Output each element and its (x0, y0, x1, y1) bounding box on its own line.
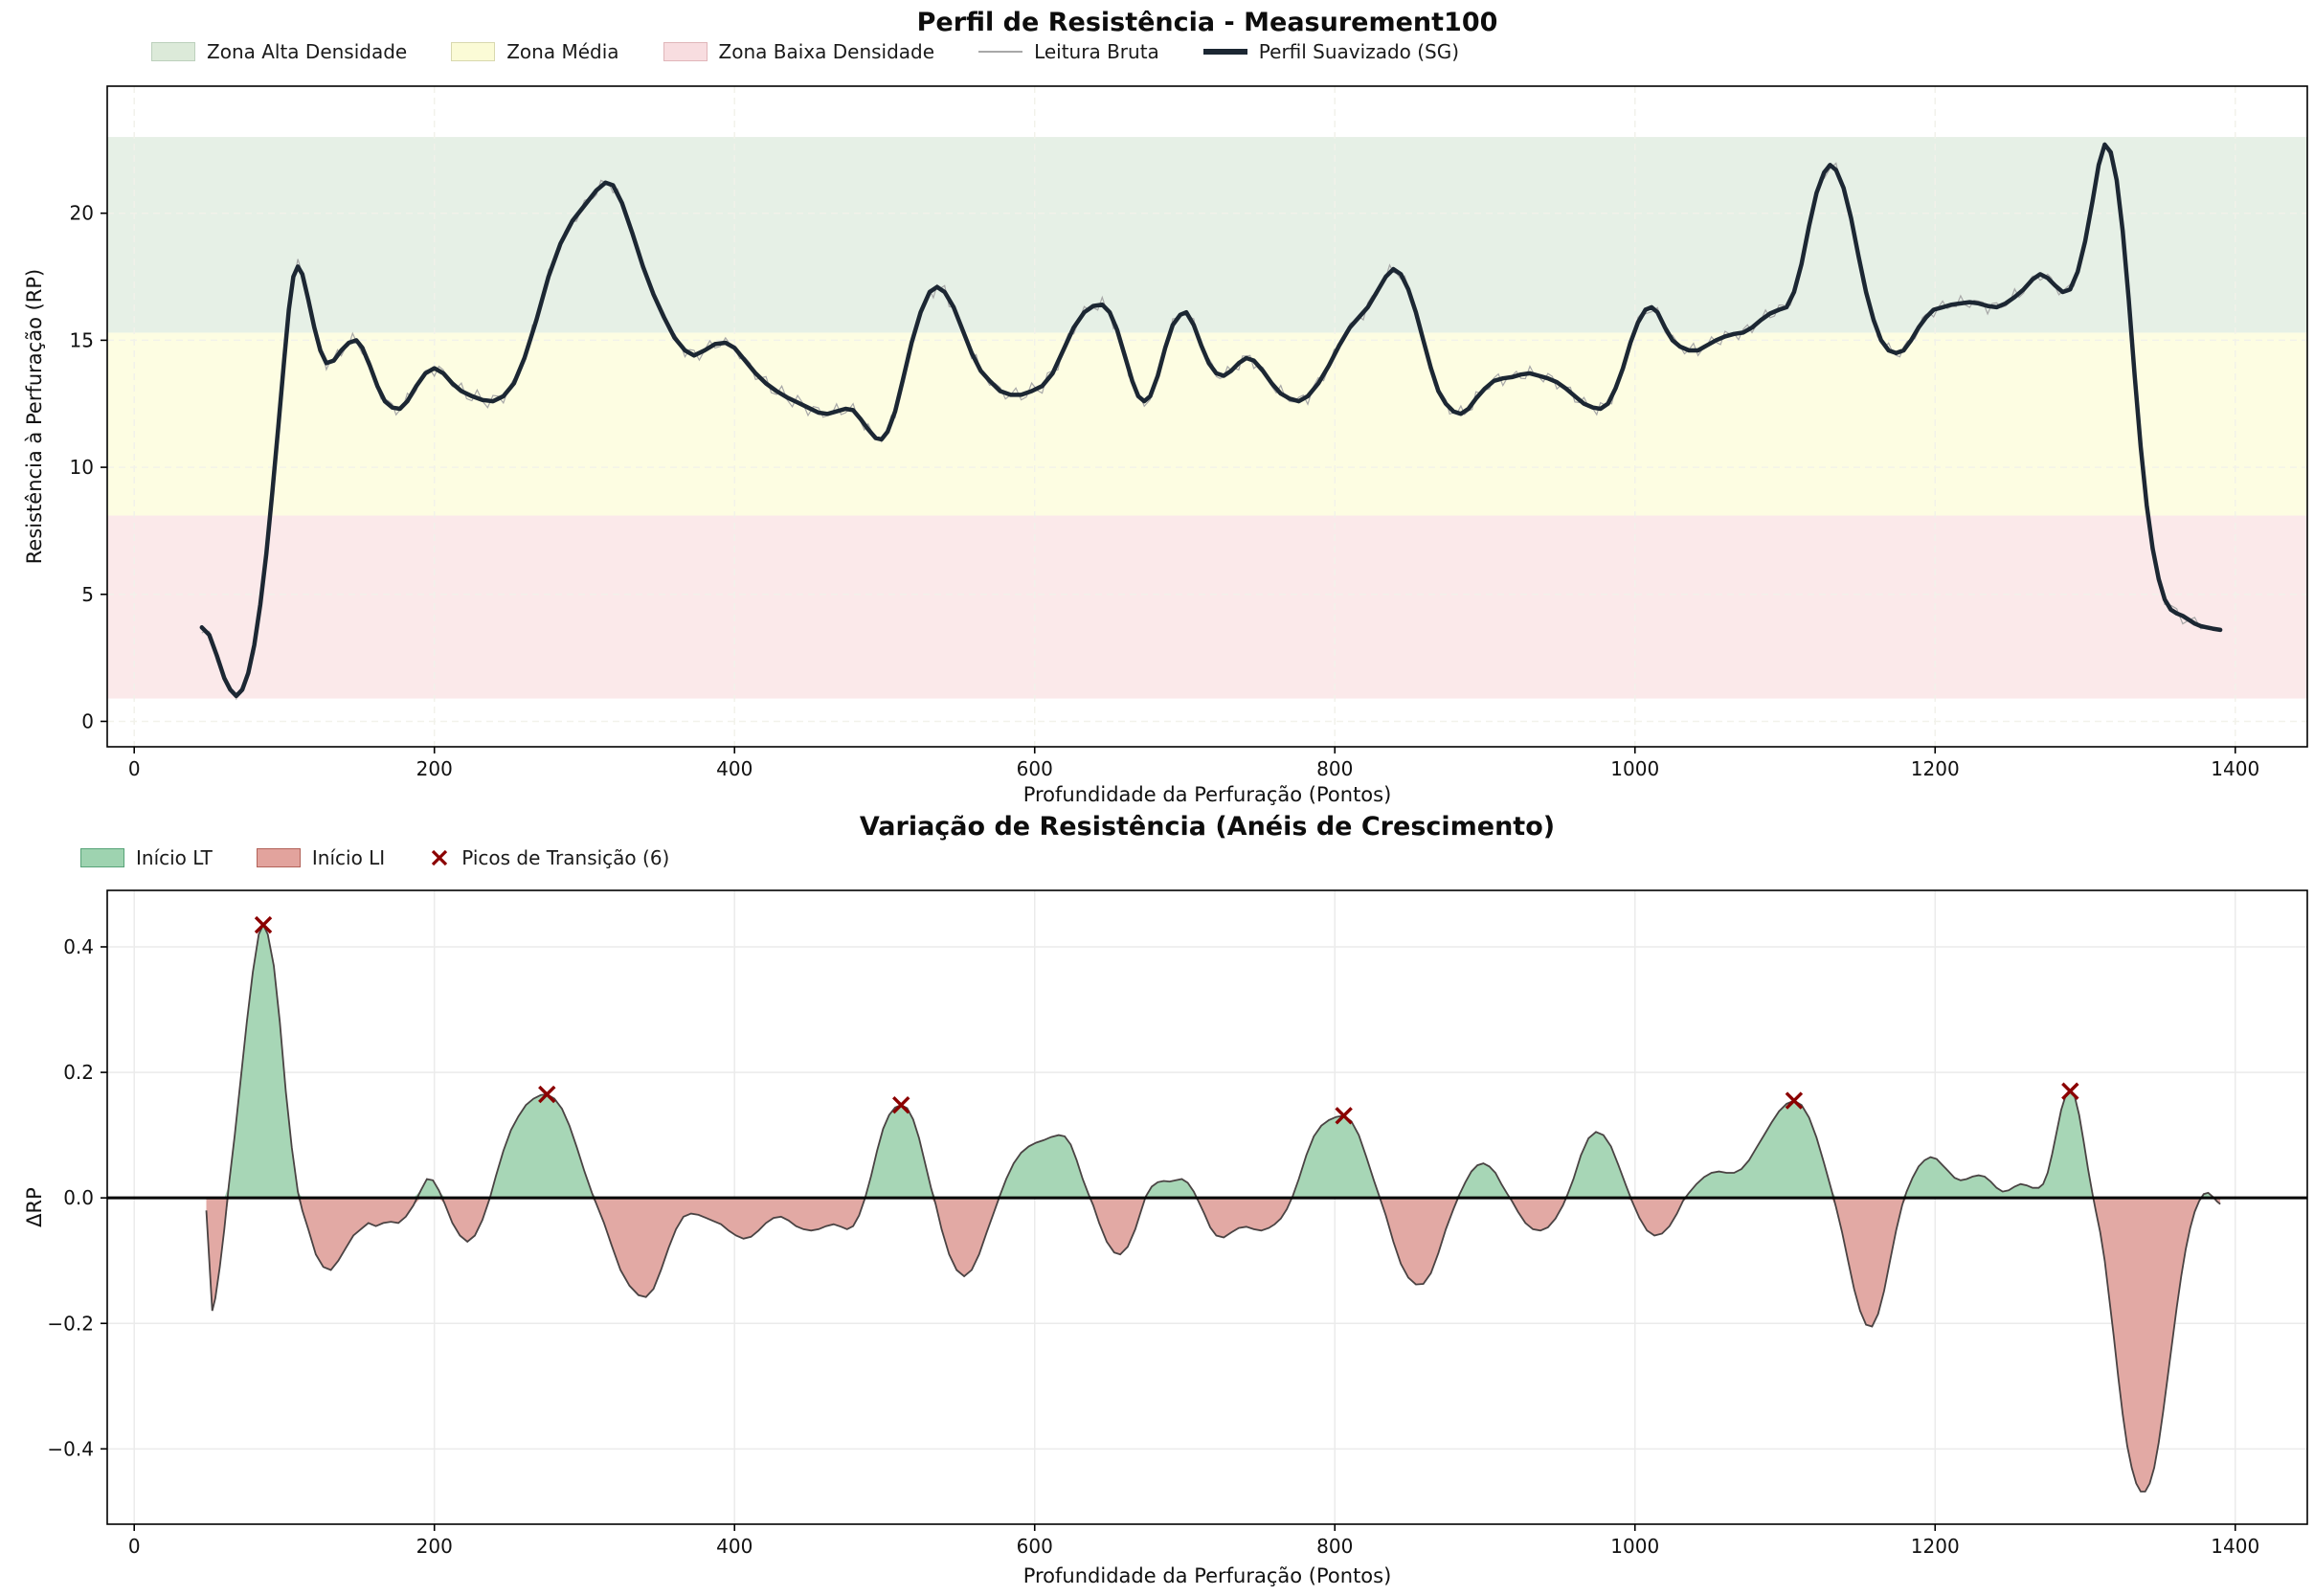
top-legend-item-0: Zona Alta Densidade (151, 40, 407, 63)
top-legend-swatch-line (978, 51, 1023, 53)
transition-peak-x-icon (892, 1095, 910, 1114)
top-x-axis-label: Profundidade da Perfuração (Pontos) (1022, 783, 1392, 806)
x-tick-label: 800 (1316, 757, 1353, 780)
y-tick-label: −0.4 (47, 1437, 94, 1460)
top-legend-label: Perfil Suavizado (SG) (1258, 40, 1460, 63)
top-legend-item-3: Leitura Bruta (978, 40, 1159, 63)
x-tick-label: 800 (1316, 1535, 1353, 1558)
transition-peak-x-icon (1785, 1091, 1804, 1110)
top-y-axis-label: Resistência à Perfuração (RP) (23, 268, 46, 565)
y-tick-label: 5 (81, 583, 94, 606)
transition-peak-x-icon (538, 1085, 556, 1104)
top-legend-label: Leitura Bruta (1034, 40, 1159, 63)
top-legend-swatch-line (1202, 49, 1247, 55)
top-chart-legend: Zona Alta Densidade Zona Média Zona Baixa … (151, 40, 1459, 63)
x-tick-label: 1000 (1610, 757, 1659, 780)
y-tick-label: 0 (81, 709, 94, 732)
bottom-legend-swatch-patch (80, 848, 124, 867)
top-legend-item-1: Zona Média (451, 40, 619, 63)
top-chart-title: Perfil de Resistência - Measurement100 (916, 8, 1498, 37)
y-tick-label: 15 (70, 328, 94, 351)
axis-tick-labels: 0 200 400 600 800 1000 1200 1400 −0.4 −0.2 0.0 0.2 0… (47, 935, 2259, 1558)
transition-peak-markers (254, 915, 2079, 1125)
bottom-legend-item-1: Início LI (256, 846, 386, 869)
x-tick-label: 600 (1017, 1535, 1053, 1558)
x-tick-label: 200 (416, 1535, 453, 1558)
x-tick-label: 600 (1017, 757, 1053, 780)
top-legend-label: Zona Alta Densidade (207, 40, 408, 63)
top-legend-label: Zona Média (506, 40, 619, 63)
x-tick-label: 200 (416, 757, 453, 780)
bottom-legend-swatch-patch (256, 848, 301, 867)
bottom-chart-title: Variação de Resistência (Anéis de Cresci… (859, 812, 1556, 842)
bottom-chart-legend: Início LT Início LI Picos de Transição (6) (80, 846, 669, 869)
bottom-legend-item-0: Início LT (80, 846, 213, 869)
x-tick-label: 400 (716, 757, 753, 780)
y-tick-label: 0.4 (63, 935, 94, 958)
transition-peak-x-icon (1335, 1107, 1353, 1125)
bottom-x-axis-label: Profundidade da Perfuração (Pontos) (1022, 1564, 1392, 1587)
positive-delta-area (206, 925, 2221, 1199)
x-tick-label: 0 (128, 757, 141, 780)
top-chart-canvas: 0 200 400 600 800 1000 1200 1400 0 5 10 15 20 (70, 85, 2308, 780)
transition-peak-x-icon (2061, 1082, 2079, 1100)
y-tick-label: −0.2 (47, 1312, 94, 1335)
delta-line (205, 922, 2221, 1493)
bottom-legend-swatch-x-marker-icon (432, 849, 448, 866)
y-tick-label: 10 (70, 456, 94, 479)
plot-border (106, 889, 2308, 1525)
x-tick-label: 400 (716, 1535, 753, 1558)
bottom-legend-label: Picos de Transição (6) (461, 846, 670, 869)
axis-tick-marks (101, 946, 2236, 1531)
density-zones (107, 137, 2307, 699)
top-gridlines (107, 86, 2307, 747)
bottom-y-axis-label: ΔRP (23, 1187, 46, 1227)
x-tick-label: 1400 (2211, 1535, 2259, 1558)
top-legend-item-2: Zona Baixa Densidade (663, 40, 935, 63)
transition-peak-x-icon (254, 915, 273, 934)
smoothed-profile-line (199, 142, 2223, 699)
top-legend-swatch-patch (451, 42, 496, 61)
y-tick-label: 0.0 (63, 1186, 94, 1209)
zona-alta-densidade-band (107, 137, 2307, 333)
x-tick-label: 0 (128, 1535, 141, 1558)
x-tick-label: 1200 (1911, 757, 1960, 780)
bottom-legend-label: Início LI (311, 846, 386, 869)
negative-delta-area (206, 1198, 2221, 1492)
top-legend-swatch-patch (151, 42, 195, 61)
axis-tick-labels: 0 200 400 600 800 1000 1200 1400 0 5 10 15 20 (70, 202, 2260, 780)
zona-baixa-densidade-band (107, 515, 2307, 699)
y-tick-label: 20 (70, 202, 94, 225)
y-tick-label: 0.2 (63, 1061, 94, 1084)
top-legend-item-4: Perfil Suavizado (SG) (1202, 40, 1460, 63)
x-tick-label: 1200 (1911, 1535, 1960, 1558)
axis-tick-marks (101, 212, 2236, 753)
x-tick-label: 1400 (2211, 757, 2259, 780)
plot-border (106, 85, 2308, 748)
top-legend-swatch-patch (663, 42, 708, 61)
top-legend-label: Zona Baixa Densidade (718, 40, 935, 63)
bottom-chart-canvas: 0 200 400 600 800 1000 1200 1400 −0.4 −0.2 0.0 0.2 0… (47, 889, 2308, 1558)
bottom-legend-label: Início LT (136, 846, 213, 869)
x-tick-label: 1000 (1610, 1535, 1659, 1558)
bottom-legend-item-2: Picos de Transição (6) (429, 846, 669, 869)
